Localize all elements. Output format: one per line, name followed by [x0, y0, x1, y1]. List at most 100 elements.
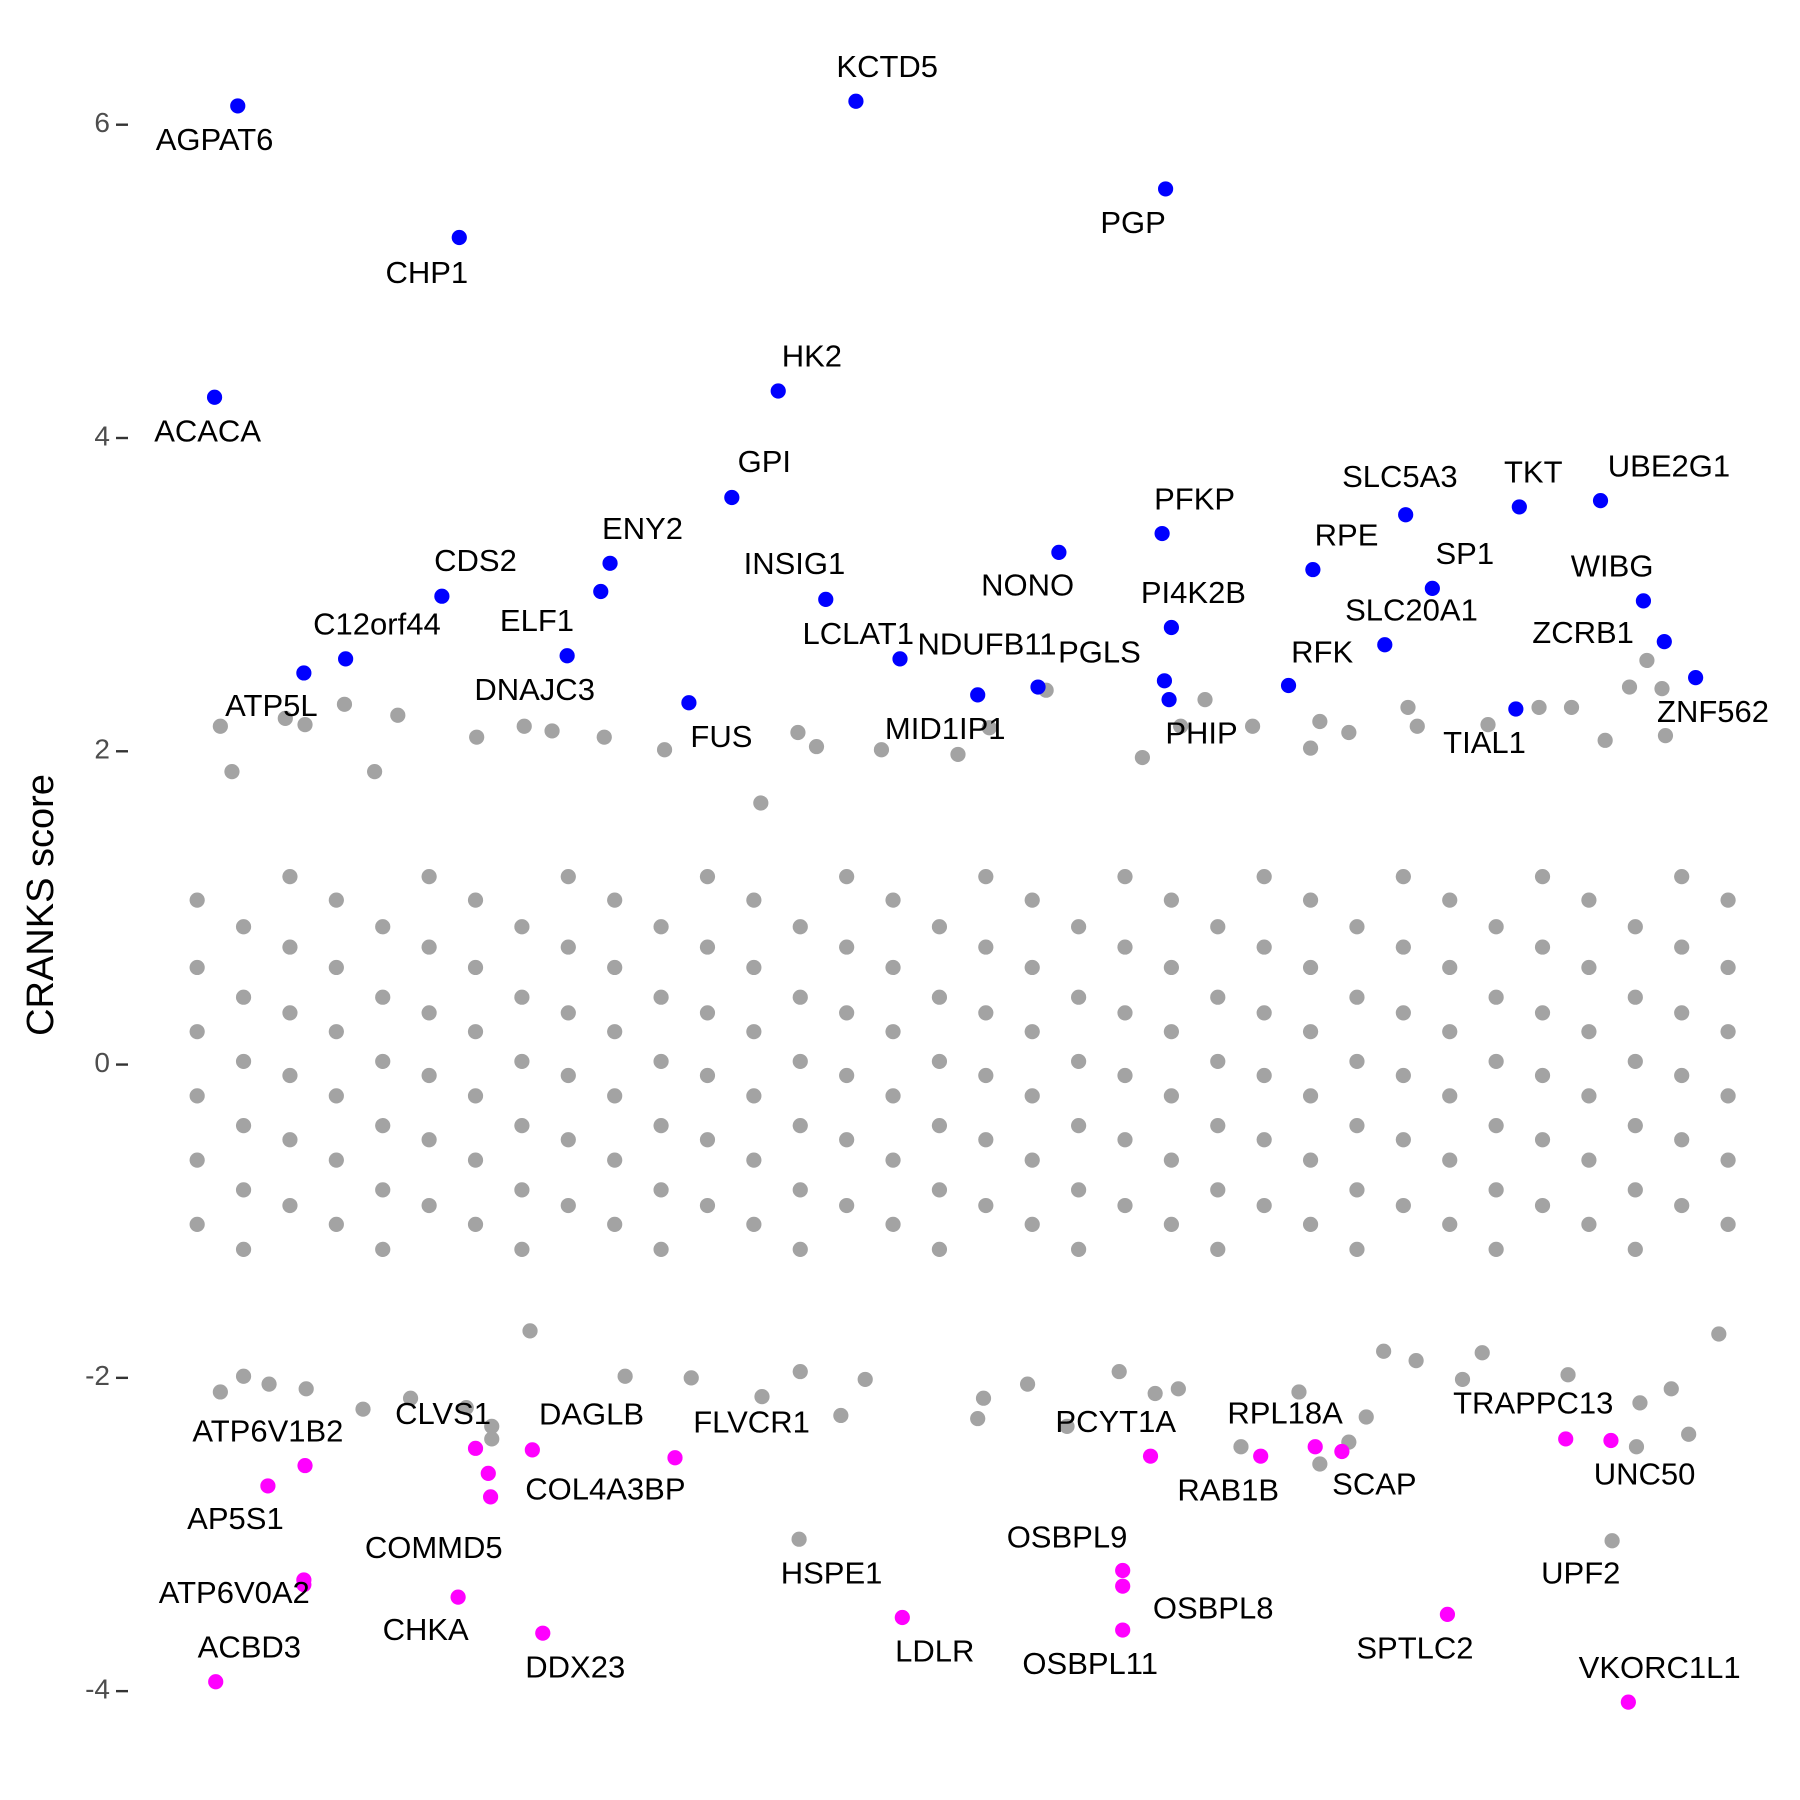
point [1627, 1053, 1643, 1070]
point [338, 651, 354, 667]
point [1581, 1088, 1597, 1104]
point-label: PGP [1100, 205, 1165, 240]
point [1720, 892, 1736, 908]
point [1024, 959, 1040, 976]
point [1341, 724, 1357, 741]
point [1163, 1088, 1179, 1104]
point [1409, 718, 1425, 734]
point [1592, 493, 1609, 509]
point-label: CHKA [383, 1612, 469, 1647]
point [434, 588, 450, 604]
y-tick-label: 0 [94, 1047, 110, 1078]
point-label: PFKP [1154, 481, 1235, 516]
point [1442, 1088, 1458, 1104]
point [950, 746, 966, 763]
point-label: AP5S1 [187, 1501, 284, 1536]
point [1474, 1345, 1490, 1361]
point [1071, 1182, 1087, 1198]
point [421, 939, 437, 955]
point-label: RPE [1315, 517, 1379, 552]
point [1480, 717, 1496, 733]
point-label: MID1IP1 [885, 711, 1006, 746]
point [1656, 634, 1672, 650]
point [1376, 1343, 1392, 1359]
point-label: SLC5A3 [1342, 459, 1457, 494]
point [792, 1182, 808, 1198]
point [1302, 1088, 1319, 1104]
point [1024, 1152, 1040, 1168]
point [1302, 892, 1319, 908]
point-label: AGPAT6 [156, 122, 274, 157]
point [277, 710, 293, 726]
point [469, 729, 485, 745]
point [467, 1152, 484, 1168]
point-label: FLVCR1 [693, 1404, 810, 1439]
point [1657, 728, 1674, 744]
point [189, 892, 205, 908]
point [848, 93, 864, 109]
point [560, 1197, 576, 1214]
point [970, 687, 986, 703]
point [1581, 1024, 1597, 1040]
point [790, 724, 806, 741]
y-tick-label: 4 [94, 420, 110, 451]
point [522, 1323, 538, 1339]
point [892, 651, 908, 667]
point [1442, 892, 1458, 908]
point [1170, 1381, 1186, 1397]
point [1210, 919, 1226, 935]
point [1059, 1418, 1075, 1435]
point-label: NDUFB11 [918, 627, 1057, 662]
point [1688, 670, 1704, 686]
point-label: SLC20A1 [1345, 592, 1478, 627]
point [297, 1457, 313, 1474]
point [1024, 1088, 1040, 1104]
point [514, 919, 530, 935]
point [1305, 561, 1321, 578]
point [1639, 652, 1655, 669]
point [792, 1053, 808, 1070]
point [1024, 892, 1040, 908]
point [792, 1363, 808, 1380]
point [1334, 1443, 1350, 1460]
point [328, 1024, 344, 1040]
point [839, 1067, 855, 1084]
point [1674, 1005, 1690, 1021]
point [1024, 1216, 1040, 1232]
point-label: PCYT1A [1055, 1404, 1176, 1439]
point [1256, 1132, 1272, 1148]
point-label: GPI [738, 444, 791, 479]
point [484, 1418, 500, 1435]
point [1398, 507, 1414, 523]
point [1115, 1622, 1131, 1638]
point [1030, 679, 1046, 695]
point [230, 98, 246, 114]
point [1531, 699, 1547, 716]
point [746, 959, 762, 976]
point [931, 1182, 948, 1198]
point [1134, 749, 1150, 766]
point [467, 1024, 484, 1040]
point-label: OSBPL8 [1153, 1591, 1274, 1626]
point-label: RFK [1291, 634, 1353, 669]
point [978, 939, 994, 955]
point-label: COMMD5 [365, 1530, 503, 1565]
point [1720, 1088, 1736, 1104]
point [282, 868, 298, 885]
point [189, 1216, 205, 1232]
point-label: COL4A3BP [525, 1471, 685, 1506]
point [450, 1589, 466, 1605]
point [560, 1067, 576, 1084]
point [1488, 919, 1504, 935]
point [1312, 1456, 1328, 1472]
point [808, 738, 825, 755]
point [885, 959, 901, 976]
point [1071, 1241, 1087, 1258]
point [467, 892, 484, 908]
point [1142, 1448, 1159, 1464]
point [1377, 637, 1393, 653]
point [467, 1216, 484, 1232]
point-label: UNC50 [1594, 1457, 1696, 1492]
point [931, 989, 948, 1005]
point [699, 939, 716, 955]
